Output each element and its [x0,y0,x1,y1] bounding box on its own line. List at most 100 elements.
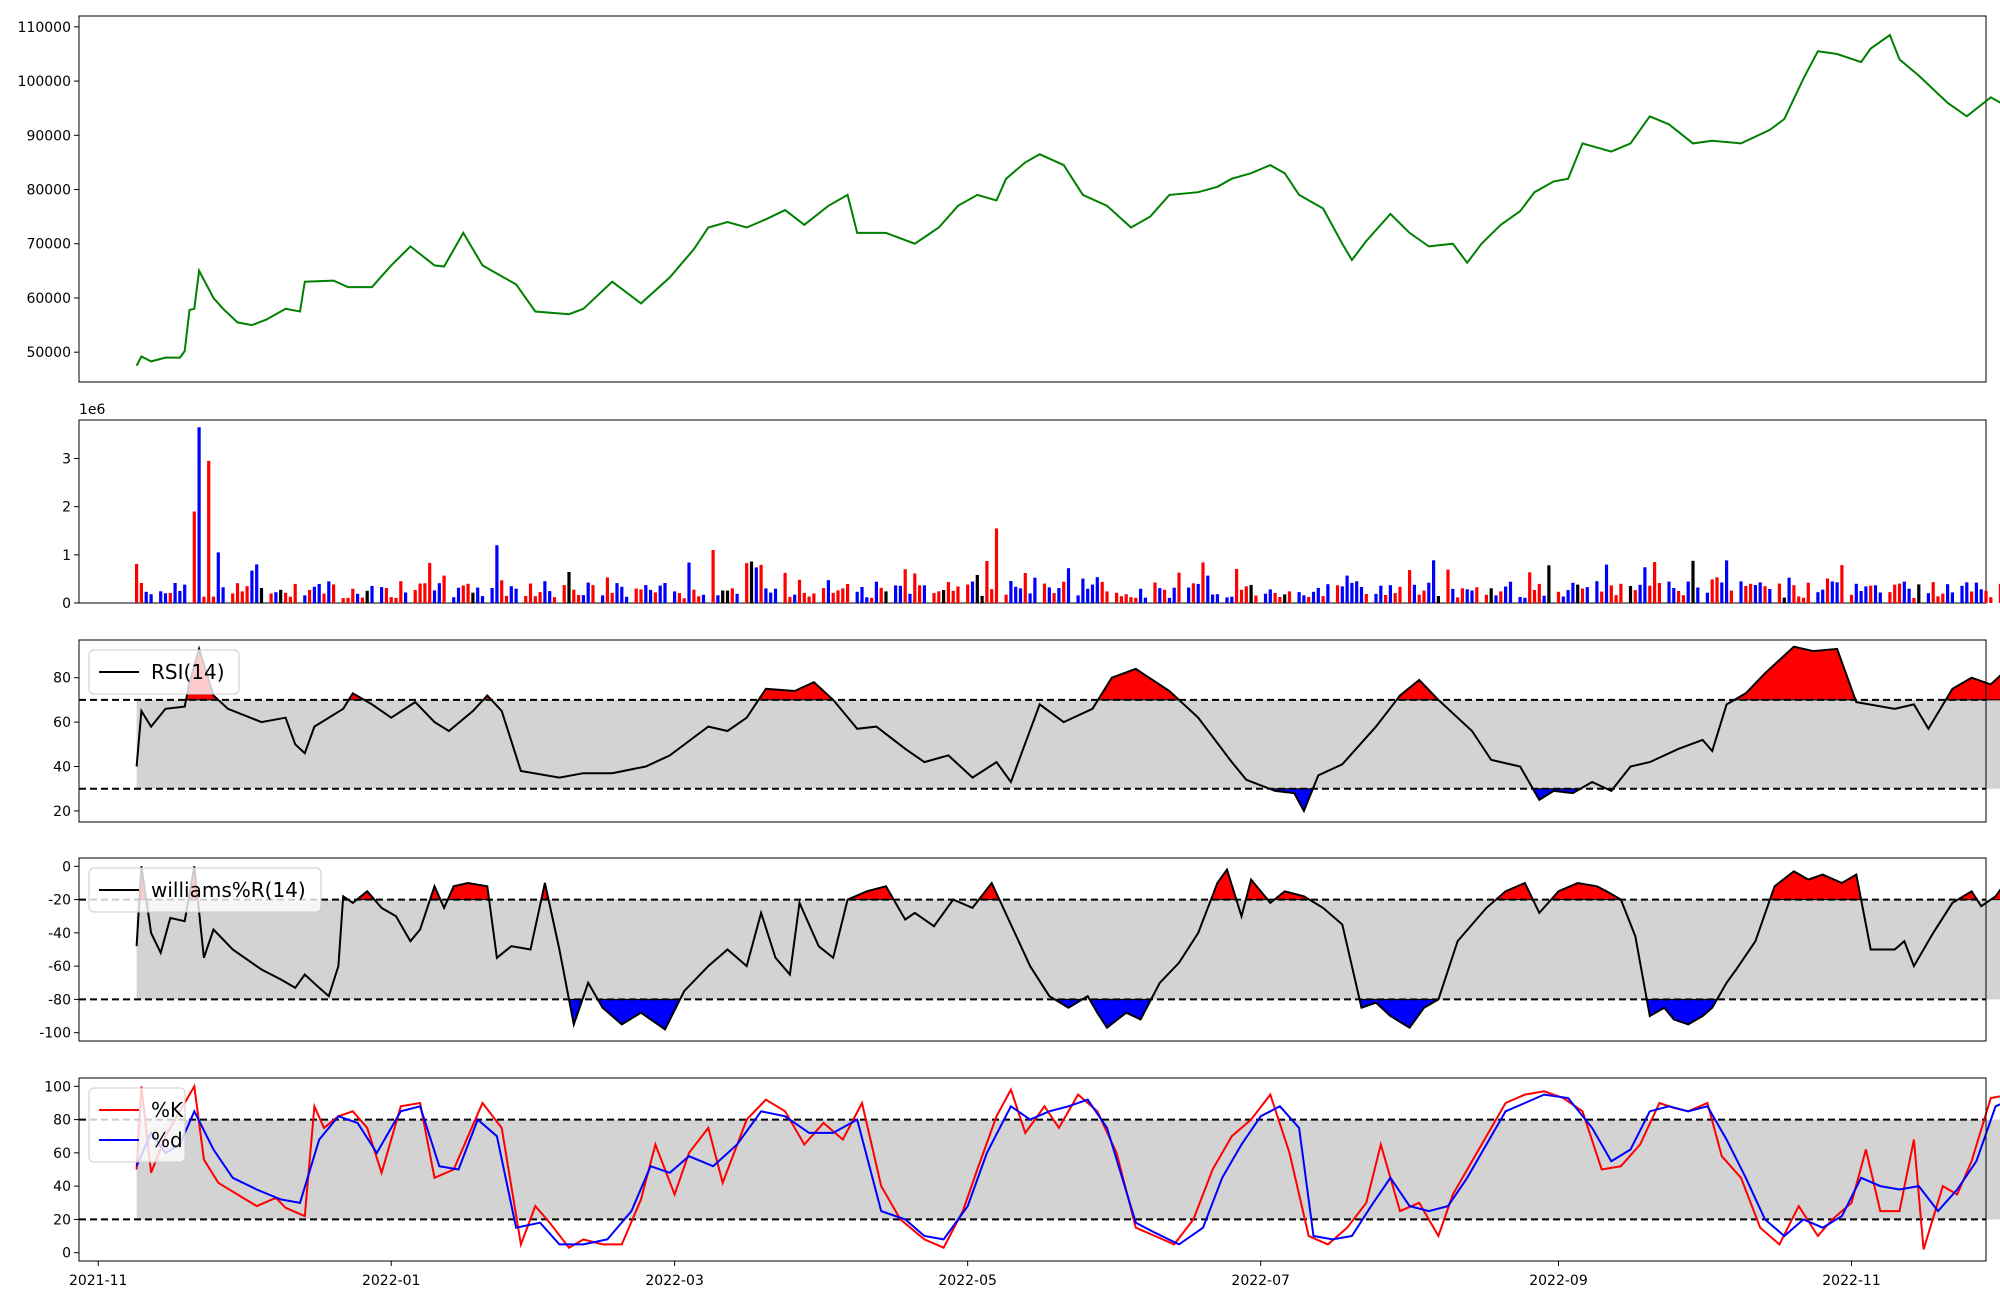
volume-bar [1965,582,1969,603]
volume-bar [1878,592,1882,603]
legend-label: %d [151,1128,183,1152]
volume-bar [288,596,292,603]
volume-bar [567,572,571,603]
volume-bar [1297,592,1301,603]
volume-bar [716,595,720,603]
volume-bar [1835,582,1839,603]
volume-bar [1105,591,1109,603]
volume-bar [937,591,941,603]
volume-bar [255,564,259,603]
y-tick-label: 40 [53,1179,71,1195]
volume-bar [1974,582,1978,603]
volume-bar [308,589,312,603]
volume-bar [711,550,715,603]
volume-bar [245,586,249,603]
volume-bar [980,595,984,603]
volume-bar [773,588,778,603]
volume-bar [884,591,888,603]
volume-bar [1571,582,1575,603]
volume-bar [317,584,321,603]
volume-bar [1648,585,1652,603]
volume-bar [802,592,806,603]
volume-bar [975,574,979,603]
x-tick-label: 2021-11 [69,1273,128,1289]
volume-bar [1412,584,1416,603]
volume-bar [697,596,701,603]
volume-bar [735,593,739,603]
volume-bar [1984,590,1988,603]
volume-bar [231,593,235,603]
volume-bar [413,589,417,603]
neutral-band [136,1119,2000,1220]
volume-panel-frame [78,419,1987,604]
volume-bar [1537,583,1541,603]
volume-bar [500,580,504,603]
volume-bar [466,583,470,603]
volume-bar [1062,581,1066,603]
volume-bar [1720,582,1724,603]
volume-bar [812,593,816,603]
volume-bar [1470,590,1474,603]
volume-bar [543,581,547,603]
volume-bar [1614,595,1618,603]
volume-bar [1158,588,1162,603]
volume-bar [682,598,686,603]
volume-bar [754,567,758,603]
volume-bar [846,584,850,603]
volume-bar [821,588,826,603]
volume-bar [1475,587,1479,603]
volume-bar [1585,587,1589,603]
volume-bar [1970,591,1974,603]
volume-bar [524,596,528,603]
y-tick-label: 70000 [26,237,71,253]
y-tick-label: -100 [39,1026,71,1042]
volume-bar [1393,593,1397,603]
volume-bar [548,591,552,603]
volume-bar [1100,581,1104,603]
x-tick-label: 2022-09 [1529,1273,1588,1289]
volume-bar [870,597,874,603]
volume-bar [1340,586,1344,603]
volume-bar [1686,581,1690,603]
volume-bar [1907,588,1911,603]
volume-bar [1893,584,1897,603]
indicator-line [135,866,2000,1031]
volume-bar [1249,584,1253,603]
volume-bar [605,577,609,603]
volume-bar [1744,586,1748,603]
legend-box [88,1087,186,1163]
volume-bar [490,588,494,603]
y-tick-label: -60 [48,959,71,975]
volume-bar [1792,585,1796,603]
volume-bar [533,596,537,603]
volume-bar [577,595,581,603]
volume-bar [1542,595,1546,603]
volume-bar [1307,596,1311,603]
volume-bar [168,593,172,603]
neutral-band [136,899,2000,1000]
x-tick-label: 2022-01 [362,1273,421,1289]
volume-bar [384,588,388,603]
volume-bar [865,597,869,603]
volume-bar [1528,572,1532,603]
y-tick-label: -80 [48,992,71,1008]
volume-bar [1667,581,1671,603]
volume-bar [1326,584,1330,603]
volume-bar [1931,582,1935,603]
volume-bar [1033,577,1037,603]
volume-bar [1897,583,1902,603]
price-panel: 50000 60000 70000 80000 90000 100000 110000 [18,15,2000,383]
volume-bar [514,588,518,603]
volume-bar [1278,597,1282,603]
volume-bar [898,585,902,603]
volume-bar [1638,584,1642,603]
volume-bar [1797,596,1801,603]
volume-bar [1604,564,1609,603]
volume-bar [1777,583,1781,603]
volume-bar [183,584,187,603]
volume-bar [211,596,216,603]
volume-bar [274,592,278,603]
volume-bar [1561,596,1565,603]
